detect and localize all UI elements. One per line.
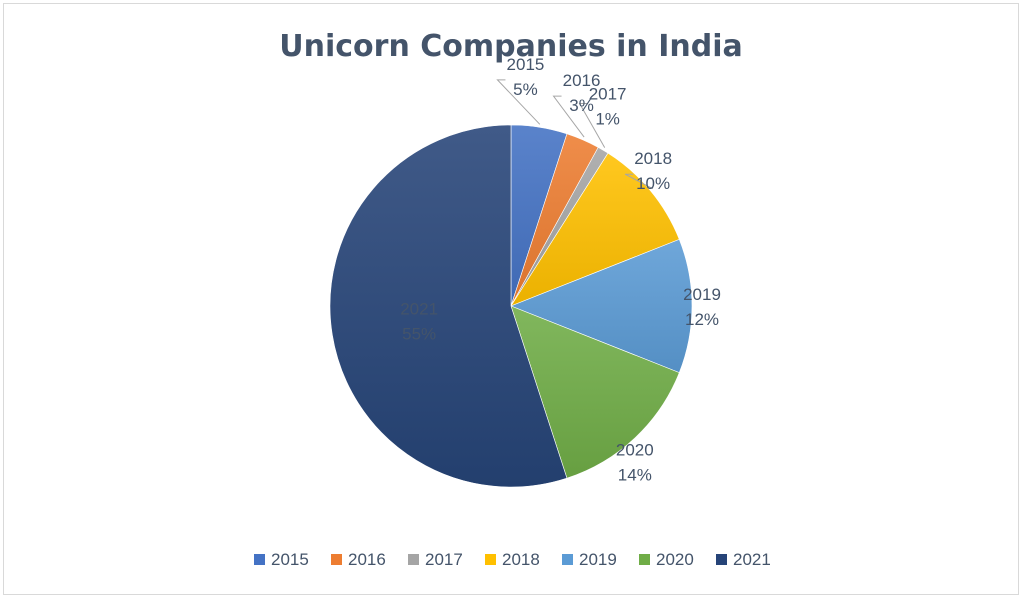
data-label-value-2015: 5% xyxy=(513,80,538,99)
legend-swatch-2016 xyxy=(331,554,342,565)
leader-lines xyxy=(496,79,654,190)
leader-line-2017 xyxy=(578,102,606,148)
pie-slice-2019 xyxy=(510,238,693,374)
data-labels: 2015 5% 2016 3%2017 1% 2018 10% 2019 12% 2020 14% 2… xyxy=(400,55,721,484)
legend-swatch-2015 xyxy=(254,554,265,565)
legend-label-2017: 2017 xyxy=(425,550,463,569)
leader-line-2018 xyxy=(624,173,654,190)
data-label-category-2016: 2016 xyxy=(563,71,601,90)
data-label-value-2018: 10% xyxy=(636,174,670,193)
legend-swatch-2021 xyxy=(716,554,727,565)
data-label-value-2021: 55% xyxy=(402,325,436,344)
data-label-value-2020: 14% xyxy=(618,465,652,484)
legend-label-2019: 2019 xyxy=(579,550,617,569)
legend-label-2021: 2021 xyxy=(733,550,771,569)
legend-swatch-2018 xyxy=(485,554,496,565)
legend-label-2020: 2020 xyxy=(656,550,694,569)
legend-label-2018: 2018 xyxy=(502,550,540,569)
data-label-category-2021: 2021 xyxy=(400,300,438,319)
leader-line-2015 xyxy=(496,79,541,125)
data-label-category-2018: 2018 xyxy=(634,149,672,168)
pie-slice-2021 xyxy=(329,124,568,488)
data-label-category-2017: 2017 xyxy=(589,84,627,103)
pie-slices xyxy=(329,124,693,488)
legend: 2015 2016 2017 2018 2019 2020 2021 xyxy=(254,550,771,569)
legend-swatch-2019 xyxy=(562,554,573,565)
data-label-value-2019: 12% xyxy=(685,310,719,329)
data-label-category-2020: 2020 xyxy=(616,440,654,459)
leader-line-2016 xyxy=(552,95,585,138)
legend-label-2015: 2015 xyxy=(271,550,309,569)
data-label-value-2016: 3% xyxy=(569,96,594,115)
pie-slice-2018 xyxy=(510,152,680,307)
data-label-category-2015: 2015 xyxy=(507,55,545,74)
legend-swatch-2020 xyxy=(639,554,650,565)
chart-frame xyxy=(3,3,1019,595)
data-label-value-2017: 1% xyxy=(595,109,620,128)
legend-label-2016: 2016 xyxy=(348,550,386,569)
chart-title: Unicorn Companies in India xyxy=(279,29,743,64)
data-label-category-2019: 2019 xyxy=(683,285,721,304)
legend-swatch-2017 xyxy=(408,554,419,565)
